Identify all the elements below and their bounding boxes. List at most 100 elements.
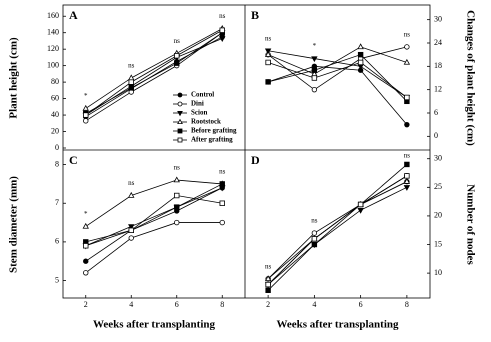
y-tick-label: 40	[51, 110, 59, 119]
frame	[62, 4, 431, 299]
legend-label: Dini	[191, 100, 204, 108]
panel-label: C	[69, 153, 78, 167]
legend-marker	[177, 92, 183, 98]
data-point	[82, 104, 89, 111]
significance-label: ns	[174, 164, 181, 172]
x-tick-label: 2	[84, 300, 88, 309]
data-point	[83, 243, 89, 249]
data-point	[265, 59, 271, 66]
data-point	[265, 281, 271, 288]
data-point	[404, 94, 410, 101]
data-point	[311, 236, 318, 242]
data-point	[264, 51, 272, 57]
data-point	[174, 53, 180, 59]
y-tick-label: 25	[434, 182, 442, 191]
series-line	[267, 61, 408, 98]
x-tick-label: 4	[129, 300, 133, 309]
series-line	[267, 46, 408, 75]
data-point	[404, 161, 410, 168]
data-point	[357, 201, 364, 208]
legend-label: Scion	[191, 109, 207, 117]
series-line	[85, 195, 223, 247]
series-line	[85, 183, 223, 243]
data-point	[404, 44, 410, 50]
x-tick-label: 6	[359, 300, 363, 309]
series-line	[267, 65, 408, 125]
data-point	[311, 75, 318, 81]
data-point	[173, 176, 180, 183]
data-point	[311, 241, 318, 248]
significance-label: ns	[174, 37, 181, 45]
data-point	[264, 275, 272, 282]
data-point	[128, 79, 134, 85]
data-point	[174, 204, 180, 210]
y-tick-label: 24	[434, 38, 442, 47]
data-point	[174, 60, 180, 66]
x-tick-label: 6	[175, 300, 179, 309]
significance-label: ns	[128, 62, 135, 70]
significance-label: ns	[404, 30, 411, 38]
y-tick-label: 0	[55, 143, 59, 152]
data-point	[83, 270, 89, 276]
data-point	[357, 51, 364, 58]
data-point	[219, 36, 226, 43]
data-point	[311, 67, 318, 73]
y-axis-label: Plant height (cm)	[8, 37, 20, 119]
data-point	[174, 219, 180, 226]
data-point	[83, 258, 89, 264]
y-axis-label: Changes of plant height (cm)	[464, 10, 476, 146]
significance-label: ns	[219, 168, 226, 176]
y-axis-label: Number of nodes	[464, 184, 476, 265]
y-tick-label: 100	[47, 60, 59, 69]
legend-label: Rootstock	[191, 118, 221, 126]
data-point	[128, 235, 134, 241]
data-point	[128, 191, 135, 198]
data-point	[83, 112, 89, 118]
y-tick-label: 160	[47, 11, 59, 20]
significance-label: ns	[128, 179, 135, 187]
data-point	[311, 86, 318, 93]
series-line	[85, 32, 223, 122]
y-tick-label: 10	[434, 268, 442, 277]
significance-label: *	[84, 92, 88, 100]
y-tick-label: 30	[434, 14, 442, 23]
y-tick-label: 60	[51, 93, 59, 102]
x-axis-label: Weeks after transplanting	[93, 319, 216, 331]
y-tick-label: 8	[55, 159, 59, 168]
series-line	[85, 32, 223, 114]
y-tick-label: 7	[55, 198, 59, 207]
legend-label: Before grafting	[191, 127, 237, 135]
y-tick-label: 80	[51, 77, 59, 86]
significance-label: ns	[311, 217, 318, 225]
y-tick-label: 20	[434, 211, 442, 220]
y-axis-label: Stem diameter (mm)	[8, 176, 20, 273]
panel-label: A	[69, 8, 78, 22]
series-line	[85, 179, 223, 227]
legend-label: Control	[191, 91, 214, 99]
data-point	[403, 58, 411, 65]
y-tick-label: 30	[434, 154, 442, 163]
series-line	[267, 46, 407, 91]
series-line	[267, 164, 408, 291]
data-point	[311, 230, 318, 236]
data-point	[265, 79, 271, 85]
y-tick-label: 12	[434, 84, 442, 93]
x-tick-label: 4	[312, 300, 316, 309]
y-tick-label: 140	[47, 28, 59, 37]
series-line	[85, 222, 223, 274]
data-point	[82, 222, 89, 229]
significance-label: ns	[219, 12, 226, 20]
series-line	[85, 28, 223, 109]
x-tick-label: 8	[220, 300, 224, 309]
series-line	[267, 175, 408, 285]
data-point	[174, 192, 180, 199]
y-tick-label: 6	[55, 237, 59, 246]
series-line	[85, 29, 223, 116]
data-point	[265, 287, 271, 293]
data-point	[357, 43, 364, 50]
significance-label: *	[84, 210, 88, 218]
significance-label: ns	[265, 262, 272, 270]
series-line	[267, 181, 408, 285]
data-point	[404, 121, 410, 128]
